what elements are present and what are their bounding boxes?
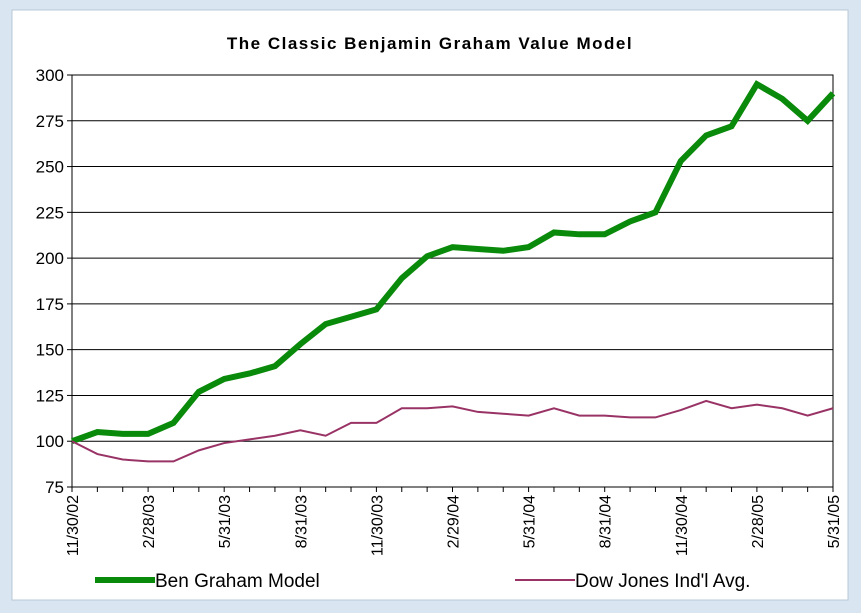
y-tick-label: 75 [45,478,64,497]
y-tick-label: 250 [36,158,64,177]
chart-panel [11,9,849,601]
legend-label: Dow Jones Ind'l Avg. [575,571,750,592]
x-tick-label: 11/30/03 [369,495,386,556]
y-tick-label: 100 [36,432,64,451]
x-tick-label: 8/31/04 [598,495,615,548]
x-tick-label: 2/29/04 [446,495,463,548]
y-tick-label: 225 [36,203,64,222]
y-tick-label: 150 [36,341,64,360]
y-tick-label: 125 [36,386,64,405]
x-tick-label: 5/31/04 [522,495,539,548]
y-tick-label: 275 [36,112,64,131]
x-tick-label: 2/28/05 [750,495,767,548]
x-tick-label: 11/30/02 [65,495,82,556]
x-tick-label: 8/31/03 [293,495,310,548]
y-tick-label: 175 [36,295,64,314]
x-tick-label: 11/30/04 [674,495,691,556]
chart-title: The Classic Benjamin Graham Value Model [227,34,633,53]
x-tick-label: 2/28/03 [141,495,158,548]
y-tick-label: 300 [36,66,64,85]
series-line [71,399,834,463]
legend-label: Ben Graham Model [155,571,320,592]
series-line [70,80,836,445]
y-tick-label: 200 [36,249,64,268]
x-tick-label: 5/31/03 [217,495,234,548]
x-tick-label: 5/31/05 [826,495,843,548]
